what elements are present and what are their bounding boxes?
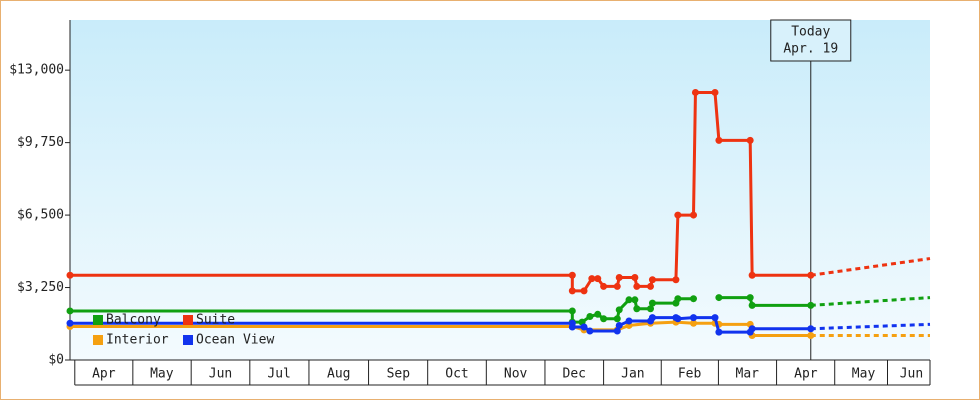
point (615, 306, 623, 314)
point (746, 136, 754, 144)
point (586, 313, 594, 321)
legend-label: Balcony (106, 313, 161, 328)
point (748, 301, 756, 309)
point (625, 296, 633, 304)
y-tick-label: $0 (48, 353, 64, 368)
point (600, 315, 608, 323)
point (600, 282, 608, 290)
legend-label: Suite (196, 313, 235, 328)
y-tick-label: $3,250 (17, 280, 64, 295)
point (672, 276, 680, 284)
point (690, 314, 697, 322)
y-tick-label: $13,000 (9, 63, 64, 78)
point (568, 323, 576, 331)
forecast-line (810, 322, 931, 331)
point (690, 295, 697, 303)
legend-label: Interior (106, 333, 169, 348)
point (648, 314, 656, 322)
point (633, 282, 641, 290)
x-tick-label: Apr (794, 367, 818, 382)
point (674, 211, 682, 219)
x-tick-label: Feb (678, 367, 702, 382)
point (807, 325, 815, 333)
x-tick-label: Mar (736, 367, 760, 382)
x-tick-label: May (150, 367, 174, 382)
point (615, 321, 623, 329)
x-tick-label: Aug (327, 367, 350, 382)
point (674, 295, 682, 303)
point (633, 305, 641, 313)
point (807, 301, 815, 309)
point (615, 274, 623, 282)
point (580, 287, 588, 295)
legend-label: Ocean View (196, 333, 274, 348)
point (631, 274, 639, 282)
point (807, 271, 815, 279)
point (568, 287, 576, 295)
point (648, 299, 656, 307)
point (715, 328, 723, 336)
point (648, 276, 656, 284)
plot-area (70, 20, 930, 360)
point (715, 136, 723, 144)
x-tick-label: Nov (504, 367, 528, 382)
x-tick-label: Jan (621, 367, 644, 382)
point (66, 271, 74, 279)
legend-swatch (93, 315, 103, 325)
point (690, 319, 697, 327)
point (647, 282, 654, 290)
point (691, 88, 699, 96)
point (568, 271, 576, 279)
point (807, 331, 815, 339)
today-label: Apr. 19 (783, 42, 838, 57)
x-tick-label: Apr (92, 367, 116, 382)
point (594, 275, 602, 283)
point (66, 319, 74, 327)
legend-swatch (93, 335, 103, 345)
point (66, 307, 74, 315)
y-tick-label: $9,750 (17, 135, 64, 150)
forecast-line (810, 257, 931, 277)
point (690, 211, 697, 219)
x-tick-label: May (852, 367, 876, 382)
x-tick-label: Dec (563, 367, 586, 382)
x-tick-label: Jul (267, 367, 290, 382)
y-tick-label: $6,500 (17, 208, 64, 223)
point (613, 327, 621, 335)
point (580, 323, 588, 331)
today-box (770, 19, 852, 62)
point (715, 294, 723, 302)
x-tick-label: Oct (445, 367, 468, 382)
legend-swatch (183, 315, 193, 325)
x-tick-label: Sep (387, 367, 411, 382)
forecast-line (810, 296, 931, 307)
point (594, 310, 602, 318)
point (711, 314, 719, 322)
point (746, 294, 754, 302)
legend-swatch (183, 335, 193, 345)
today-label: Today (791, 25, 830, 40)
point (748, 271, 756, 279)
point (748, 325, 756, 333)
point (586, 327, 594, 335)
point (674, 315, 682, 323)
x-tick-label: Jun (209, 367, 232, 382)
point (568, 307, 576, 315)
point (625, 317, 633, 325)
point (711, 88, 719, 96)
x-tick-label: Jun (900, 367, 923, 382)
point (647, 305, 654, 313)
point (631, 296, 639, 304)
point (613, 315, 621, 323)
point (613, 282, 621, 290)
series-line (70, 90, 811, 293)
point (588, 275, 596, 283)
